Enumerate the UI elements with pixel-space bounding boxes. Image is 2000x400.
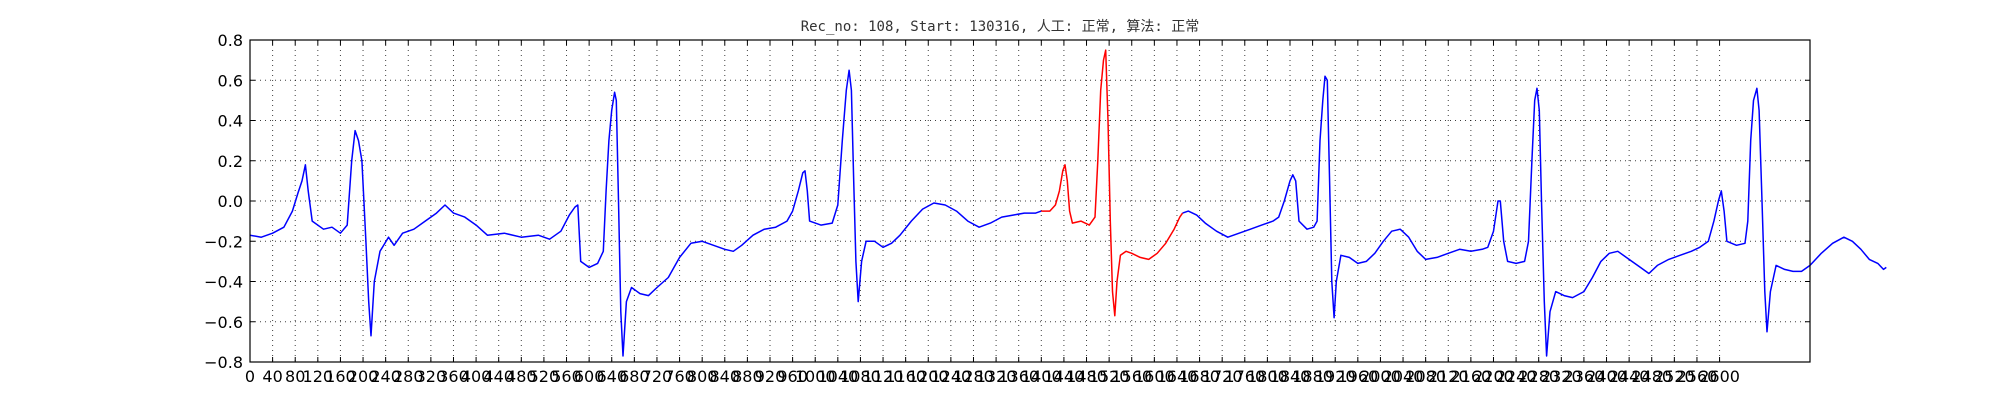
y-tick-label: 0.8 bbox=[218, 31, 243, 50]
x-tick-label: 320 bbox=[416, 367, 447, 386]
ticks bbox=[249, 39, 1810, 363]
x-tick-label: 1520 bbox=[1089, 367, 1130, 386]
series-group bbox=[249, 49, 1887, 357]
x-tick-label: 240 bbox=[370, 367, 401, 386]
ecg-trace-segment-3 bbox=[1182, 75, 1887, 357]
x-tick-label: 560 bbox=[551, 367, 582, 386]
y-tick-label: −0.2 bbox=[204, 232, 243, 251]
x-tick-label: 2120 bbox=[1428, 367, 1469, 386]
ecg-trace-segment-2 bbox=[1041, 49, 1184, 317]
x-tick-label: 1680 bbox=[1179, 367, 1220, 386]
y-tick-labels: −0.8 −0.6 −0.4 −0.2 0.0 0.2 0.4 0.6 0.8 bbox=[204, 31, 243, 372]
x-tick-label: 1720 bbox=[1202, 367, 1243, 386]
x-tick-label: 280 bbox=[393, 367, 424, 386]
x-tick-label: 1760 bbox=[1224, 367, 1265, 386]
x-tick-label: 960 bbox=[777, 367, 808, 386]
x-tick-label: 120 bbox=[303, 367, 334, 386]
x-tick-label: 2520 bbox=[1654, 367, 1695, 386]
ecg-trace-segment-1 bbox=[249, 69, 1042, 357]
x-tick-label: 1240 bbox=[931, 367, 972, 386]
x-tick-label: 0 bbox=[245, 367, 255, 386]
grid bbox=[250, 40, 1810, 362]
x-tick-label: 1800 bbox=[1247, 367, 1288, 386]
x-tick-label: 880 bbox=[732, 367, 763, 386]
x-tick-label: 1040 bbox=[817, 367, 858, 386]
x-tick-label: 1200 bbox=[908, 367, 949, 386]
x-tick-label: 1120 bbox=[863, 367, 904, 386]
x-tick-label: 2080 bbox=[1405, 367, 1446, 386]
x-tick-label: 2440 bbox=[1609, 367, 1650, 386]
x-tick-label: 1400 bbox=[1021, 367, 1062, 386]
x-tick-label: 2200 bbox=[1473, 367, 1514, 386]
chart-title: Rec_no: 108, Start: 130316, 人工: 正常, 算法: … bbox=[801, 19, 1200, 35]
y-tick-label: −0.4 bbox=[204, 273, 243, 292]
x-tick-label: 1080 bbox=[840, 367, 881, 386]
x-tick-label: 200 bbox=[348, 367, 379, 386]
x-tick-label: 1560 bbox=[1111, 367, 1152, 386]
x-tick-label: 1640 bbox=[1157, 367, 1198, 386]
x-tick-label: 40 bbox=[262, 367, 282, 386]
y-tick-label: 0.2 bbox=[218, 152, 243, 171]
x-tick-label: 1480 bbox=[1066, 367, 1107, 386]
x-tick-label: 360 bbox=[438, 367, 469, 386]
x-tick-label: 80 bbox=[285, 367, 305, 386]
x-tick-label: 1000 bbox=[795, 367, 836, 386]
x-tick-label: 400 bbox=[461, 367, 492, 386]
x-tick-label: 2600 bbox=[1699, 367, 1740, 386]
x-tick-label: 1960 bbox=[1337, 367, 1378, 386]
x-tick-label: 480 bbox=[506, 367, 537, 386]
y-tick-label: −0.6 bbox=[204, 313, 243, 332]
x-tick-label: 1320 bbox=[976, 367, 1017, 386]
x-tick-label: 1440 bbox=[1044, 367, 1085, 386]
y-tick-label: 0.6 bbox=[218, 71, 243, 90]
x-tick-label: 440 bbox=[483, 367, 514, 386]
x-tick-label: 640 bbox=[596, 367, 627, 386]
x-tick-label: 2320 bbox=[1541, 367, 1582, 386]
x-tick-label: 1920 bbox=[1315, 367, 1356, 386]
x-tick-label: 1600 bbox=[1134, 367, 1175, 386]
x-tick-label: 1840 bbox=[1270, 367, 1311, 386]
x-tick-label: 800 bbox=[687, 367, 718, 386]
x-tick-label: 2040 bbox=[1383, 367, 1424, 386]
x-tick-label: 600 bbox=[574, 367, 605, 386]
x-tick-label: 2280 bbox=[1518, 367, 1559, 386]
x-tick-label: 1280 bbox=[953, 367, 994, 386]
x-tick-label: 1880 bbox=[1292, 367, 1333, 386]
y-tick-label: −0.8 bbox=[204, 353, 243, 372]
x-tick-label: 720 bbox=[642, 367, 673, 386]
x-tick-label: 520 bbox=[529, 367, 560, 386]
x-tick-label: 2480 bbox=[1631, 367, 1672, 386]
x-tick-label: 2560 bbox=[1677, 367, 1718, 386]
x-tick-label: 160 bbox=[325, 367, 356, 386]
x-tick-label: 2360 bbox=[1564, 367, 1605, 386]
x-tick-label: 1360 bbox=[998, 367, 1039, 386]
x-tick-label: 2160 bbox=[1451, 367, 1492, 386]
x-tick-label: 2400 bbox=[1586, 367, 1627, 386]
x-tick-label: 1160 bbox=[885, 367, 926, 386]
x-tick-label: 760 bbox=[664, 367, 695, 386]
x-tick-label: 2240 bbox=[1496, 367, 1537, 386]
y-tick-label: 0.0 bbox=[218, 192, 243, 211]
x-tick-label: 920 bbox=[755, 367, 786, 386]
x-tick-label: 840 bbox=[710, 367, 741, 386]
x-tick-label: 680 bbox=[619, 367, 650, 386]
x-tick-labels: 0 40 8012016020024028032036040044048052056… bbox=[245, 367, 1740, 386]
y-tick-label: 0.4 bbox=[218, 112, 243, 131]
x-tick-label: 2000 bbox=[1360, 367, 1401, 386]
